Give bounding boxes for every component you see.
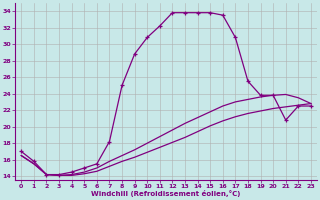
X-axis label: Windchill (Refroidissement éolien,°C): Windchill (Refroidissement éolien,°C) — [92, 190, 241, 197]
